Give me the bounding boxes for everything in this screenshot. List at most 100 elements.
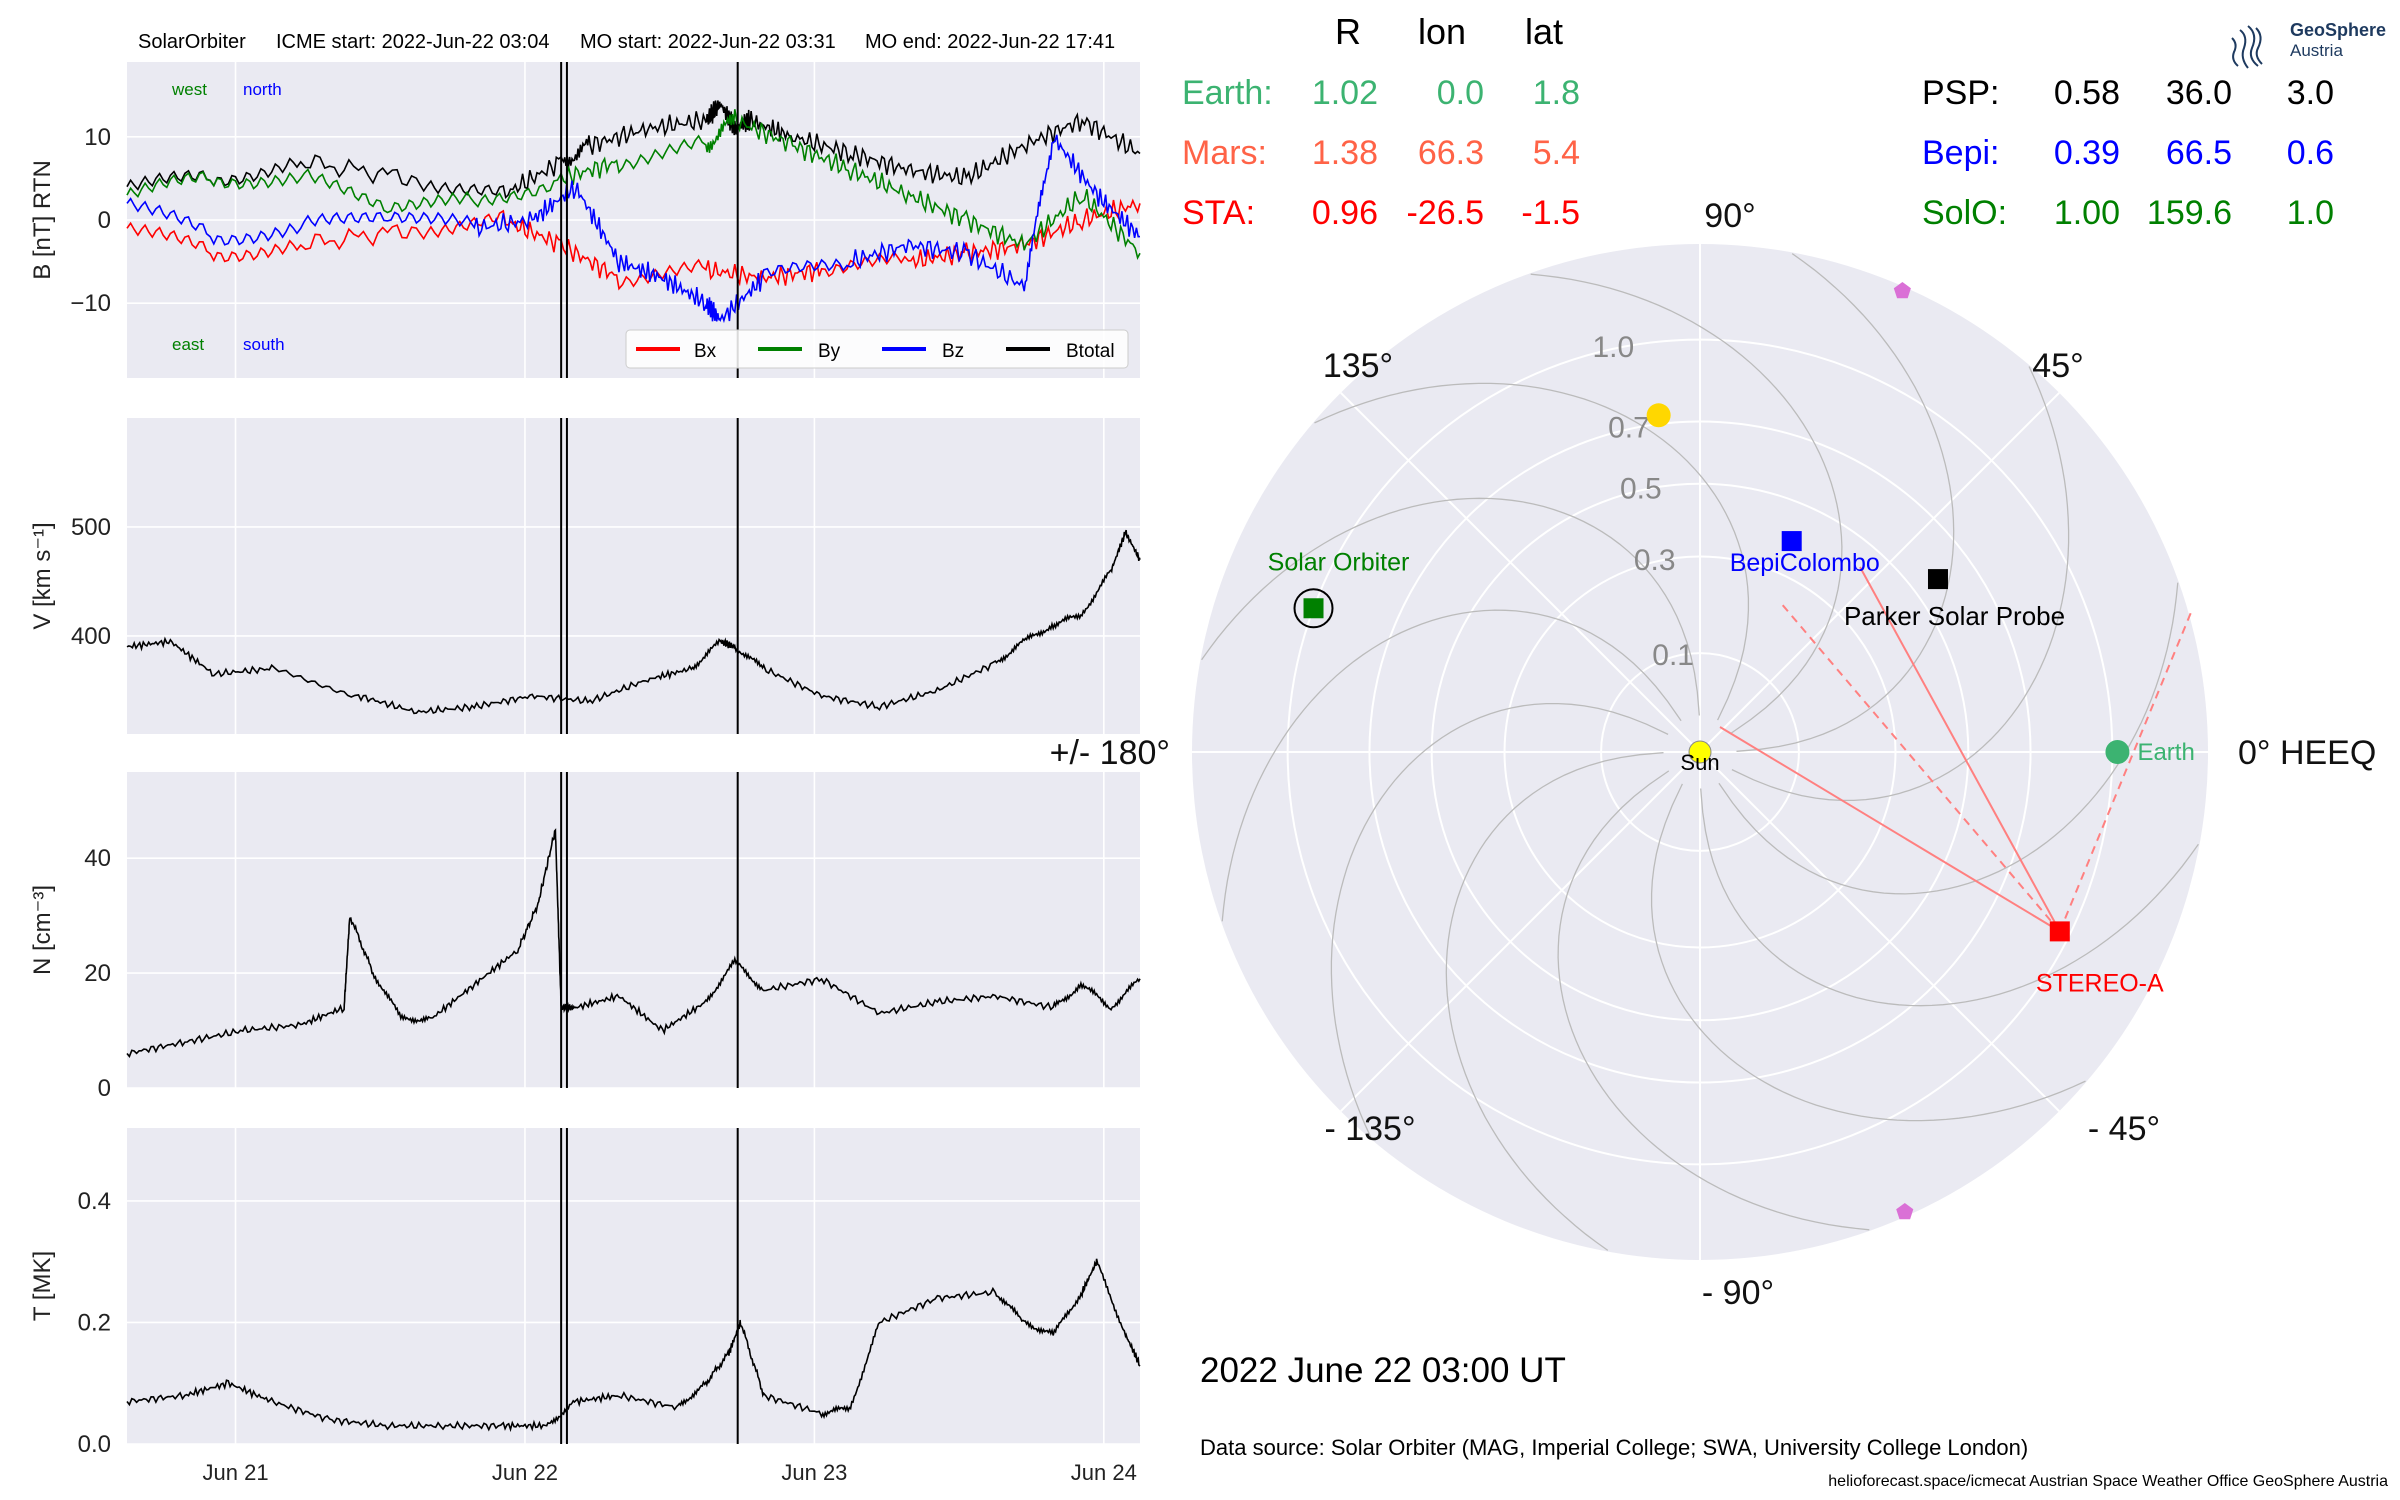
positions-rows: Earth: 1.02 0.0 1.8 Mars: 1.38 66.3 5.4 STA: 0.96… [1182, 74, 2334, 232]
angle-label: - 45° [2088, 1110, 2160, 1148]
polar-plot: 0.1 0.3 0.5 0.7 1.0 0° HEEQ 45° 90° 135° +/- 180°… [1050, 197, 2377, 1312]
angle-label: 90° [1704, 197, 1755, 235]
stereo-a-label: STEREO-A [2036, 969, 2164, 997]
position-row: Mars: 1.38 66.3 5.4 [1182, 134, 1580, 172]
planet-pentagon-marker [1893, 282, 1911, 299]
angular-gridline [1340, 392, 1701, 753]
y-axis-label: T [MK] [29, 1251, 56, 1321]
position-lon: -26.5 [1407, 194, 1485, 232]
position-r: 0.58 [2054, 74, 2120, 112]
radial-label: 0.5 [1620, 473, 1662, 506]
panel-T: 0.0 0.2 0.4 T [MK] Jun 21 Jun 22 Jun 23 Jun 24 [29, 1128, 1141, 1485]
west-label: west [171, 80, 207, 99]
planet-marker [1646, 403, 1671, 428]
series-line-bz [126, 134, 1141, 324]
logo-line2: Austria [2290, 41, 2343, 60]
y-tick-label: 40 [84, 845, 111, 872]
earth-marker [2105, 740, 2130, 764]
x-tick-label: Jun 21 [203, 1460, 269, 1485]
data-source: Data source: Solar Orbiter (MAG, Imperia… [1200, 1435, 2028, 1460]
position-r: 1.02 [1312, 74, 1378, 112]
parker-solar-probe-marker [1927, 569, 1948, 590]
position-lat: 5.4 [1533, 134, 1580, 172]
sta-psp-line [1859, 566, 2061, 932]
angular-gridline [1340, 751, 1701, 1112]
legend-by: By [818, 341, 841, 362]
y-tick-label: 0.4 [78, 1188, 111, 1215]
north-label: north [243, 80, 282, 99]
panel-background-N [127, 772, 1140, 1088]
sta-bepi-line [1779, 601, 2061, 933]
position-name: SolO: [1922, 194, 2007, 232]
parker-spiral [1314, 382, 1750, 721]
parker-solar-probe-label: Parker Solar Probe [1844, 601, 2065, 631]
legend-bz: Bz [942, 341, 964, 362]
logo-line1: GeoSphere [2290, 20, 2386, 40]
position-row: SolO: 1.00 159.6 1.0 [1922, 194, 2334, 232]
position-lat: 0.6 [2287, 134, 2334, 172]
solar-orbiter-marker [1303, 598, 1324, 619]
y-axis-label: V [km s⁻¹] [29, 522, 56, 629]
position-row: Bepi: 0.39 66.5 0.6 [1922, 134, 2334, 172]
panel-V: 400 500 V [km s⁻¹] [29, 418, 1141, 734]
position-row: Earth: 1.02 0.0 1.8 [1182, 74, 1580, 112]
y-tick-label: 10 [84, 124, 111, 151]
planet-pentagon-marker [1896, 1203, 1914, 1220]
parker-spiral [1221, 609, 1682, 922]
position-row: STA: 0.96 -26.5 -1.5 [1182, 194, 1580, 232]
panel-N: 0 20 40 N [cm⁻³] [29, 772, 1141, 1102]
geosphere-logo: GeoSphere Austria [2231, 20, 2386, 69]
position-lon: 66.5 [2166, 134, 2232, 172]
east-label: east [172, 335, 204, 354]
position-lon: 36.0 [2166, 74, 2232, 112]
angle-label: 45° [2032, 347, 2083, 385]
position-name: PSP: [1922, 74, 1999, 112]
mo-end-label: MO end: 2022-Jun-22 17:41 [865, 31, 1115, 53]
spacecraft-label: SolarOrbiter [138, 31, 246, 53]
y-tick-label: −10 [70, 290, 111, 317]
position-r: 0.39 [2054, 134, 2120, 172]
icme-start-label: ICME start: 2022-Jun-22 03:04 [276, 31, 549, 53]
position-lon: 66.3 [1418, 134, 1484, 172]
series-line-by [126, 109, 1141, 261]
y-tick-label: 0 [98, 207, 111, 234]
solar-orbiter-label: Solar Orbiter [1268, 548, 1410, 576]
mo-start-label: MO start: 2022-Jun-22 03:31 [580, 31, 836, 53]
x-tick-label: Jun 22 [492, 1460, 558, 1485]
parker-spiral [1445, 752, 1664, 1251]
time-series-panels: −10 0 10 B [nT] RTN 400 500 V [km s⁻¹] 0 20 40 N [… [29, 62, 1141, 1485]
position-r: 0.96 [1312, 194, 1378, 232]
series-line-bx [126, 198, 1141, 291]
position-lon: 159.6 [2147, 194, 2232, 232]
sta-earth-line [2058, 609, 2193, 932]
angle-label: - 135° [1324, 1110, 1415, 1148]
angle-label: +/- 180° [1050, 734, 1170, 772]
south-label: south [243, 335, 285, 354]
parker-spiral [1530, 273, 1843, 734]
parker-spiral [1201, 497, 1700, 716]
parker-spiral [1736, 253, 1955, 752]
y-tick-label: 20 [84, 960, 111, 987]
solar-orbiter-ring [1293, 588, 1334, 629]
y-tick-label: 500 [71, 514, 111, 541]
b-legend: Bx By Bz Btotal [625, 329, 1129, 369]
parker-spiral [1650, 783, 2086, 1122]
position-lat: 1.0 [2287, 194, 2334, 232]
position-name: Bepi: [1922, 134, 2000, 172]
angle-label: 0° HEEQ [2238, 734, 2376, 772]
parker-spiral [1330, 702, 1669, 1138]
angular-gridline [1699, 392, 2060, 753]
earth-label: Earth [2137, 739, 2194, 766]
bepicolombo-label: BepiColombo [1730, 549, 1880, 577]
position-r: 1.38 [1312, 134, 1378, 172]
header-lon: lon [1418, 11, 1466, 52]
angle-label: - 90° [1702, 1274, 1774, 1312]
parker-spiral [1718, 582, 2179, 895]
angle-label: 135° [1323, 347, 1393, 385]
legend-bx: Bx [694, 341, 717, 362]
position-lat: 1.8 [1533, 74, 1580, 112]
y-tick-label: 0.2 [78, 1309, 111, 1336]
series-line-n [126, 828, 1141, 1058]
y-tick-label: 0 [98, 1075, 111, 1102]
parker-spiral [1557, 770, 1870, 1231]
